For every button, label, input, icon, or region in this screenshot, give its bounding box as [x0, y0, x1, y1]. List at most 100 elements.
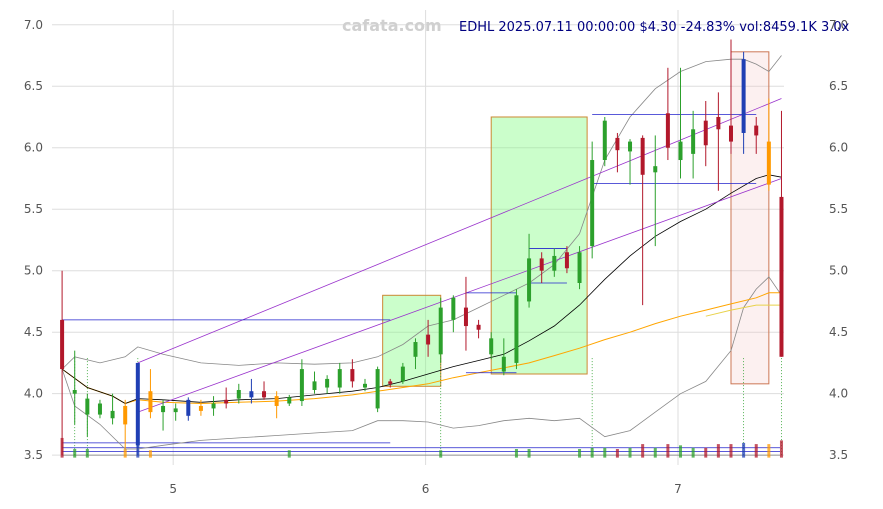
- volume-bar: [590, 447, 594, 458]
- candle-body: [463, 307, 468, 327]
- candle-body: [312, 381, 317, 390]
- volume-bar: [85, 449, 89, 458]
- candle-body: [514, 295, 519, 363]
- candle-body: [97, 403, 102, 415]
- y-tick-label-right: 5.0: [829, 264, 848, 278]
- volume-bar: [603, 447, 607, 458]
- y-tick-label-right: 4.0: [829, 387, 848, 401]
- candle-body: [640, 137, 645, 175]
- red-zone: [730, 51, 770, 385]
- y-tick-label-right: 7.0: [829, 18, 848, 32]
- y-tick-label-right: 3.5: [829, 448, 848, 462]
- volume-bar: [767, 444, 771, 458]
- y-tick-label-left: 7.0: [24, 18, 43, 32]
- volume-bar: [729, 444, 733, 458]
- y-tick-label-right: 6.0: [829, 141, 848, 155]
- candle-body: [375, 369, 380, 409]
- candle-body: [741, 59, 746, 133]
- candle-body: [615, 137, 620, 151]
- candle-body: [653, 166, 658, 173]
- candle-body: [325, 378, 330, 388]
- y-tick-label-left: 5.5: [24, 202, 43, 216]
- candle-body: [123, 405, 128, 425]
- candle-body: [489, 338, 494, 355]
- candle-body: [85, 398, 90, 415]
- axis-labels: 3.5 3.5 4.0 4.0 4.5 4.5 5.0 5.0 5.5 5.5 6.0 6.0 6.5 6…: [24, 18, 848, 496]
- candle-body: [362, 383, 367, 388]
- volume-bar: [779, 440, 783, 458]
- candle-body: [451, 297, 456, 320]
- ma-long-alt-line: [705, 304, 782, 317]
- candle-body: [754, 125, 759, 136]
- volume-bar: [514, 449, 518, 458]
- candle-body: [678, 141, 683, 161]
- candles: [60, 39, 784, 456]
- volume-bar: [527, 449, 531, 458]
- bollinger-lower-line: [61, 276, 782, 450]
- y-tick-label-left: 5.0: [24, 264, 43, 278]
- candle-body: [173, 408, 178, 413]
- candle-body: [413, 342, 418, 357]
- candle-body: [60, 319, 65, 370]
- candle-body: [72, 389, 77, 394]
- volume-bar: [716, 444, 720, 458]
- volume-bar: [439, 450, 443, 458]
- candle-body: [350, 369, 355, 382]
- y-tick-label-right: 5.5: [829, 202, 848, 216]
- candle-body: [716, 116, 721, 130]
- volume-bar: [628, 447, 632, 458]
- volume-bar: [653, 447, 657, 458]
- candle-body: [299, 369, 304, 402]
- candle-body: [539, 258, 544, 271]
- volume-bar: [666, 444, 670, 458]
- chart-title: EDHL 2025.07.11 00:00:00 $4.30 -24.83% v…: [459, 20, 850, 35]
- candle-body: [186, 399, 191, 416]
- x-tick-label: 7: [674, 482, 682, 496]
- candle-body: [766, 141, 771, 185]
- volume-bar: [742, 442, 746, 458]
- highlight-zones: [382, 51, 770, 387]
- volume-bar: [754, 444, 758, 458]
- candle-body: [135, 362, 140, 446]
- volume-bar: [704, 447, 708, 458]
- trend-line: [137, 178, 782, 413]
- candle-body: [703, 120, 708, 146]
- candle-body: [337, 369, 342, 388]
- candle-body: [211, 403, 216, 409]
- candle-body: [287, 397, 292, 404]
- y-tick-label-right: 4.5: [829, 325, 848, 339]
- volume-bar: [123, 449, 127, 458]
- candle-body: [728, 125, 733, 142]
- volume-bar: [679, 445, 683, 458]
- candle-body: [110, 410, 115, 419]
- y-tick-label-left: 4.0: [24, 387, 43, 401]
- candle-body: [148, 391, 153, 413]
- candle-body: [236, 389, 241, 399]
- volume-bar: [641, 444, 645, 458]
- candle-body: [527, 258, 532, 302]
- ma-short-line: [61, 174, 782, 404]
- candle-body: [198, 405, 203, 411]
- candle-body: [665, 113, 670, 148]
- trend-line: [137, 98, 782, 364]
- candle-body: [590, 160, 595, 247]
- candle-body: [501, 356, 506, 372]
- y-tick-label-left: 6.0: [24, 141, 43, 155]
- volume-bar: [148, 450, 152, 458]
- candle-body: [262, 391, 267, 398]
- x-tick-label: 6: [422, 482, 430, 496]
- candle-body: [274, 396, 279, 406]
- candle-body: [426, 334, 431, 345]
- ma-long-line: [61, 292, 782, 405]
- green-zone: [382, 294, 442, 387]
- candle-body: [779, 196, 784, 357]
- candle-body: [552, 255, 557, 271]
- volume-bar: [73, 449, 77, 458]
- candle-body: [602, 120, 607, 161]
- volume-bar: [578, 449, 582, 458]
- y-tick-label-right: 6.5: [829, 79, 848, 93]
- candle-body: [224, 399, 229, 404]
- grid: [52, 10, 784, 465]
